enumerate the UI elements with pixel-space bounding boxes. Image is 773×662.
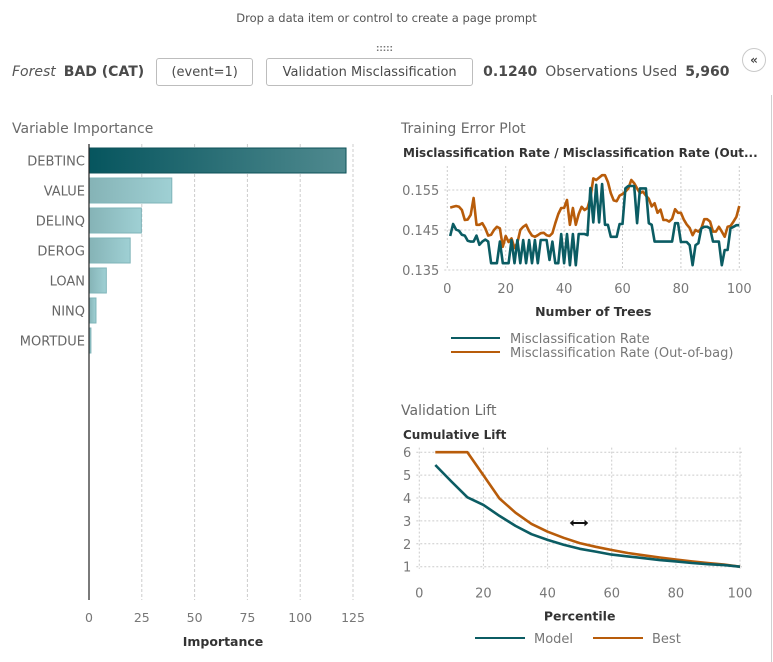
importance-x-tick-label: 75 xyxy=(239,610,255,625)
lift-x-tick-label: 60 xyxy=(603,587,620,602)
error-x-axis-label: Number of Trees xyxy=(535,304,651,319)
lift-x-tick-label: 0 xyxy=(415,587,423,602)
observations-label: Observations Used xyxy=(545,64,678,80)
importance-x-tick-label: 125 xyxy=(341,610,365,625)
importance-category-label: DELINQ xyxy=(36,215,85,230)
importance-x-tick-label: 25 xyxy=(134,610,150,625)
best-lift-line xyxy=(435,450,741,568)
event-button[interactable]: (event=1) xyxy=(156,58,254,86)
legend-label: Model xyxy=(534,632,573,647)
importance-x-axis-label: Importance xyxy=(183,634,264,649)
error-y-tick-label: 0.155 xyxy=(402,184,439,199)
error-x-tick-label: 20 xyxy=(497,282,514,297)
legend-label: Best xyxy=(652,632,681,647)
model-lift-line xyxy=(434,464,741,568)
training-error-title: Training Error Plot xyxy=(401,121,526,137)
lift-x-tick-label: 80 xyxy=(668,587,685,602)
error-y-tick-label: 0.135 xyxy=(402,264,439,279)
legend-label: Misclassification Rate xyxy=(510,332,650,347)
importance-bar xyxy=(88,147,347,174)
lift-y-tick-label: 5 xyxy=(403,469,411,484)
panel-divider[interactable] xyxy=(771,95,772,662)
lift-y-tick-label: 1 xyxy=(403,561,411,576)
error-x-tick-label: 60 xyxy=(614,282,631,297)
importance-category-label: LOAN xyxy=(50,275,85,290)
validation-lift-subtitle: Cumulative Lift xyxy=(403,428,507,442)
lift-y-tick-label: 6 xyxy=(403,446,411,461)
lift-x-tick-label: 40 xyxy=(539,587,556,602)
importance-category-label: NINQ xyxy=(51,305,85,320)
double-chevron-left-icon: « xyxy=(750,53,758,67)
validation-lift-title: Validation Lift xyxy=(401,403,497,419)
resize-cursor-icon xyxy=(568,517,590,529)
lift-x-tick-label: 100 xyxy=(728,587,753,602)
misclassification-rate-line xyxy=(448,182,740,267)
importance-category-label: MORTDUE xyxy=(20,335,85,350)
error-y-tick-label: 0.145 xyxy=(402,224,439,239)
page-prompt-dropzone[interactable]: Drop a data item or control to create a … xyxy=(236,11,537,25)
importance-category-label: DEBTINC xyxy=(27,155,85,170)
lift-y-tick-label: 2 xyxy=(403,538,411,553)
importance-bar xyxy=(88,297,97,324)
error-x-tick-label: 0 xyxy=(443,282,451,297)
lift-y-tick-label: 4 xyxy=(403,492,411,507)
importance-x-tick-label: 100 xyxy=(288,610,312,625)
training-error-chart: 0.135 0.145 0.155 0 20 40 60 80 100 Number of Tre… xyxy=(402,166,752,361)
training-error-subtitle: Misclassification Rate / Misclassificati… xyxy=(403,146,758,160)
lift-y-tick-label: 3 xyxy=(403,515,411,530)
drag-handle-icon[interactable] xyxy=(376,45,393,52)
observations-value: 5,960 xyxy=(685,64,730,80)
importance-bar xyxy=(88,267,107,294)
variable-importance-chart: DEBTINC VALUE DELINQ DEROG LOAN NINQ MORTDUE 0 2… xyxy=(20,144,365,649)
model-label: Forest xyxy=(12,64,56,80)
importance-x-tick-label: 0 xyxy=(85,610,93,625)
importance-bar xyxy=(88,177,173,204)
target-variable: BAD (CAT) xyxy=(63,64,145,80)
metric-value: 0.1240 xyxy=(483,64,538,80)
oob-misclassification-rate-line xyxy=(449,173,741,250)
importance-bar xyxy=(88,237,131,264)
importance-x-tick-label: 50 xyxy=(187,610,203,625)
importance-bar xyxy=(88,207,142,234)
lift-x-axis-label: Percentile xyxy=(544,609,616,624)
error-x-tick-label: 80 xyxy=(673,282,690,297)
error-x-tick-label: 100 xyxy=(727,282,752,297)
variable-importance-title: Variable Importance xyxy=(12,121,154,137)
importance-category-label: DEROG xyxy=(37,245,85,260)
error-x-tick-label: 40 xyxy=(556,282,573,297)
lift-x-tick-label: 20 xyxy=(475,587,492,602)
metric-button[interactable]: Validation Misclassification xyxy=(266,58,474,86)
legend-label: Misclassification Rate (Out-of-bag) xyxy=(510,346,733,361)
model-header: Forest BAD (CAT) (event=1) Validation Mi… xyxy=(12,57,730,87)
importance-category-label: VALUE xyxy=(44,185,85,200)
collapse-button[interactable]: « xyxy=(742,48,766,72)
